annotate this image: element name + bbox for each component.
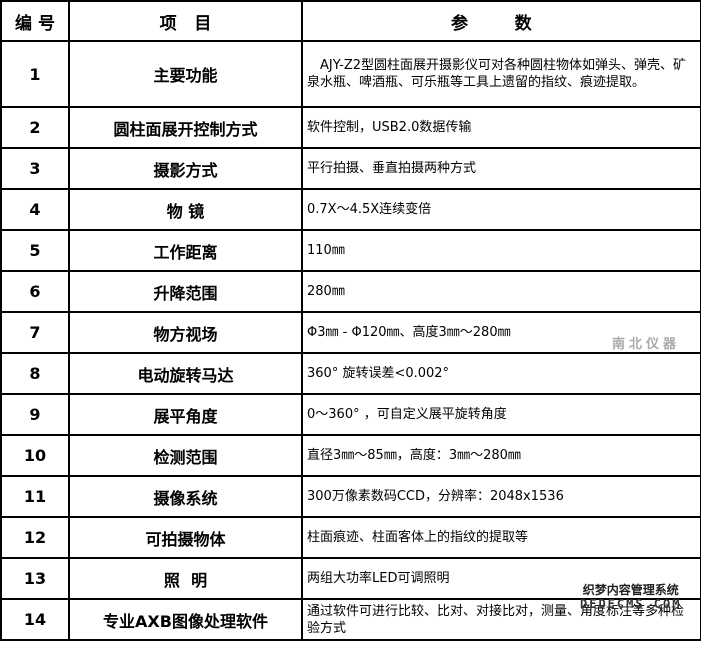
row-item: 检测范围 (68, 434, 303, 477)
row-number: 2 (0, 106, 70, 149)
row-param: AJY-Z2型圆柱面展开摄影仪可对各种圆柱物体如弹头、弹壳、矿泉水瓶、啤酒瓶、可… (301, 40, 701, 108)
row-item: 工作距离 (68, 229, 303, 272)
row-item: 展平角度 (68, 393, 303, 436)
table-row: 8 电动旋转马达 360° 旋转误差<0.002° (0, 352, 701, 395)
table-row: 13 照 明两组大功率LED可调照明 (0, 557, 701, 600)
table-row: 1 主要功能 AJY-Z2型圆柱面展开摄影仪可对各种圆柱物体如弹头、弹壳、矿泉水瓶… (0, 40, 701, 108)
watermark-line1: 织梦内容管理系统 (582, 583, 679, 597)
table-row: 14 专业AXB图像处理软件 通过软件可进行比较、比对、对接比对，测量、角度标注等多… (0, 598, 701, 641)
row-number: 4 (0, 188, 70, 231)
row-item: 专业AXB图像处理软件 (68, 598, 303, 641)
row-number: 1 (0, 40, 70, 108)
row-number: 5 (0, 229, 70, 272)
row-param: 两组大功率LED可调照明 (301, 557, 701, 600)
header-params: 参 数 (301, 0, 701, 42)
row-param: 直径3㎜～85㎜，高度：3㎜～280㎜ (301, 434, 701, 477)
row-item: 圆柱面展开控制方式 (68, 106, 303, 149)
row-param: Φ3㎜ - Φ120㎜、高度3㎜～280㎜ (301, 311, 701, 354)
table-row: 12 可拍摄物体 柱面痕迹、柱面客体上的指纹的提取等 (0, 516, 701, 559)
row-param: 110㎜ (301, 229, 701, 272)
row-item: 物 镜 (68, 188, 303, 231)
table-row: 2 圆柱面展开控制方式 软件控制，USB2.0数据传输 (0, 106, 701, 149)
spec-table: 编 号 项 目 参 数 1 主要功能 AJY-Z2型圆柱面展开摄影仪可对各种圆柱物… (0, 0, 701, 641)
row-param: 0.7X～4.5X连续变倍 (301, 188, 701, 231)
row-number: 7 (0, 311, 70, 354)
row-param: 0～360° ，可自定义展平旋转角度 (301, 393, 701, 436)
watermark-center: 南北仪器 (612, 337, 681, 352)
row-param: 280㎜ (301, 270, 701, 313)
table-row: 3 摄影方式 平行拍摄、垂直拍摄两种方式 (0, 147, 701, 190)
row-param: 平行拍摄、垂直拍摄两种方式 (301, 147, 701, 190)
header-item: 项 目 (68, 0, 303, 42)
table-row: 11 摄像系统 300万像素数码CCD，分辨率：2048x1536 (0, 475, 701, 518)
row-item: 摄像系统 (68, 475, 303, 518)
row-item: 电动旋转马达 (68, 352, 303, 395)
row-param: 通过软件可进行比较、比对、对接比对，测量、角度标注等多种检验方式 (301, 598, 701, 641)
table-row: 10 检测范围 直径3㎜～85㎜，高度：3㎜～280㎜ (0, 434, 701, 477)
table-row: 5 工作距离 110㎜ (0, 229, 701, 272)
table-row: 9 展平角度 0～360° ，可自定义展平旋转角度 (0, 393, 701, 436)
row-number: 6 (0, 270, 70, 313)
row-param: 软件控制，USB2.0数据传输 (301, 106, 701, 149)
row-param: 柱面痕迹、柱面客体上的指纹的提取等 (301, 516, 701, 559)
row-item: 物方视场 (68, 311, 303, 354)
row-number: 10 (0, 434, 70, 477)
row-item: 照 明 (68, 557, 303, 600)
row-number: 8 (0, 352, 70, 395)
header-row: 编 号 项 目 参 数 (0, 0, 701, 42)
row-number: 11 (0, 475, 70, 518)
row-number: 12 (0, 516, 70, 559)
row-number: 14 (0, 598, 70, 641)
watermark-corner: 织梦内容管理系统 DEDECMS.COM (580, 583, 681, 611)
row-item: 可拍摄物体 (68, 516, 303, 559)
row-item: 主要功能 (68, 40, 303, 108)
row-number: 13 (0, 557, 70, 600)
header-number: 编 号 (0, 0, 70, 42)
row-param: 360° 旋转误差<0.002° (301, 352, 701, 395)
table-row: 6 升降范围 280㎜ (0, 270, 701, 313)
row-item: 升降范围 (68, 270, 303, 313)
row-param: 300万像素数码CCD，分辨率：2048x1536 (301, 475, 701, 518)
table-row: 7 物方视场 Φ3㎜ - Φ120㎜、高度3㎜～280㎜ (0, 311, 701, 354)
watermark-line2: DEDECMS.COM (580, 597, 682, 611)
row-item: 摄影方式 (68, 147, 303, 190)
row-number: 3 (0, 147, 70, 190)
row-number: 9 (0, 393, 70, 436)
